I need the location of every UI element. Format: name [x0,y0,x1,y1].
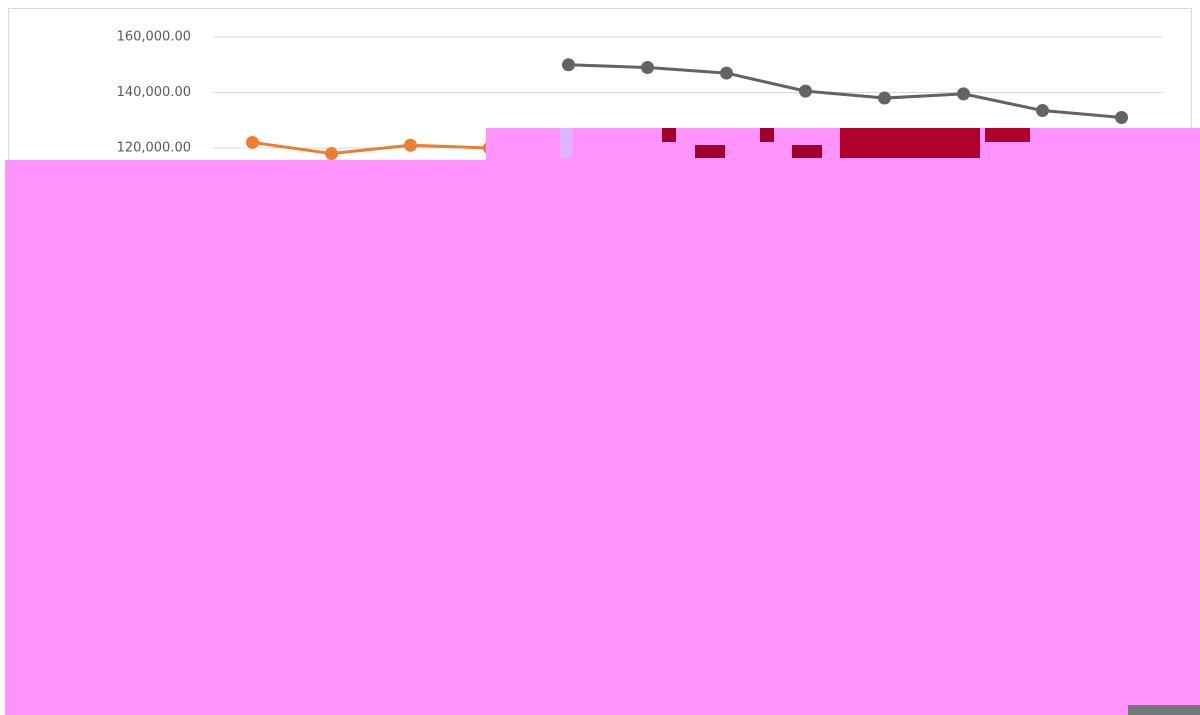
marker [325,147,338,161]
marker [1115,110,1128,124]
glitch [792,145,822,158]
marker [641,61,654,75]
magenta-overlay [5,128,1200,715]
marker [404,138,417,152]
y-tick-label: 140,000.00 [117,85,191,100]
marker [799,84,812,98]
marker [720,66,733,80]
glitch [560,128,572,158]
marker [562,58,575,72]
glitch [760,128,774,142]
glitch [840,128,980,158]
y-tick-label: 160,000.00 [117,30,191,45]
corner-block [1128,705,1200,715]
marker [1036,104,1049,118]
y-tick-label: 120,000.00 [117,141,191,156]
marker [246,135,259,149]
marker [878,91,891,105]
series-line [252,140,490,156]
glitch [985,128,1030,142]
glitch [662,128,676,142]
marker [957,87,970,101]
series-line [568,63,1122,119]
overlay [5,128,1200,715]
glitch [695,145,725,158]
